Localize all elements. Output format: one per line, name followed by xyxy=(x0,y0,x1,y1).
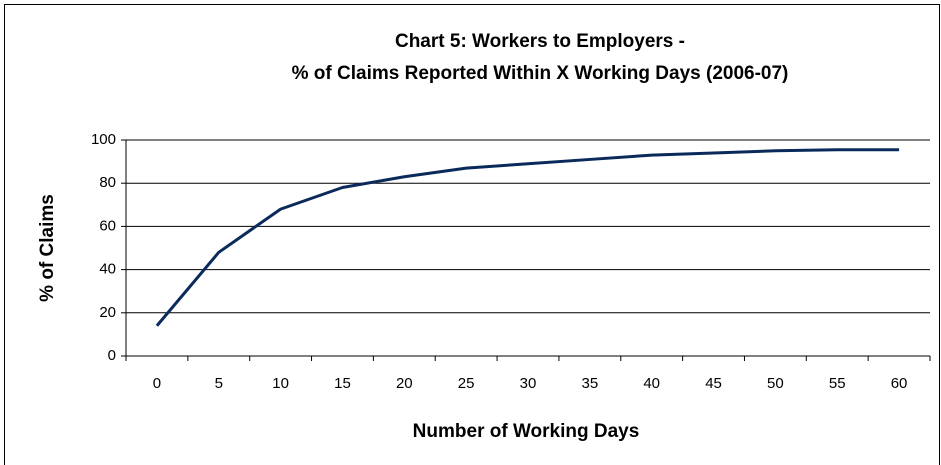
y-tick-label: 80 xyxy=(99,174,116,191)
x-tick-label: 5 xyxy=(215,375,223,392)
chart-title: % of Claims Reported Within X Working Da… xyxy=(292,63,789,84)
x-tick-label: 10 xyxy=(272,375,289,392)
x-tick-label: 15 xyxy=(334,375,351,392)
y-axis-title: % of Claims xyxy=(37,194,58,302)
x-axis-title: Number of Working Days xyxy=(413,421,640,442)
x-tick-label: 0 xyxy=(153,375,161,392)
x-tick-label: 30 xyxy=(520,375,537,392)
x-tick-label: 40 xyxy=(643,375,660,392)
x-tick-label: 55 xyxy=(829,375,846,392)
y-tick-label: 20 xyxy=(99,304,116,321)
x-tick-label: 60 xyxy=(891,375,908,392)
x-tick-label: 45 xyxy=(705,375,722,392)
y-tick-label: 40 xyxy=(99,261,116,278)
chart-frame xyxy=(4,4,940,465)
x-tick-label: 35 xyxy=(582,375,599,392)
y-tick-label: 0 xyxy=(108,347,116,364)
x-tick-label: 25 xyxy=(458,375,475,392)
chart-title: Chart 5: Workers to Employers - xyxy=(395,31,685,52)
x-tick-label: 50 xyxy=(767,375,784,392)
y-tick-label: 60 xyxy=(99,217,116,234)
y-tick-label: 100 xyxy=(91,131,116,148)
data-line xyxy=(155,148,900,327)
x-tick-label: 20 xyxy=(396,375,413,392)
